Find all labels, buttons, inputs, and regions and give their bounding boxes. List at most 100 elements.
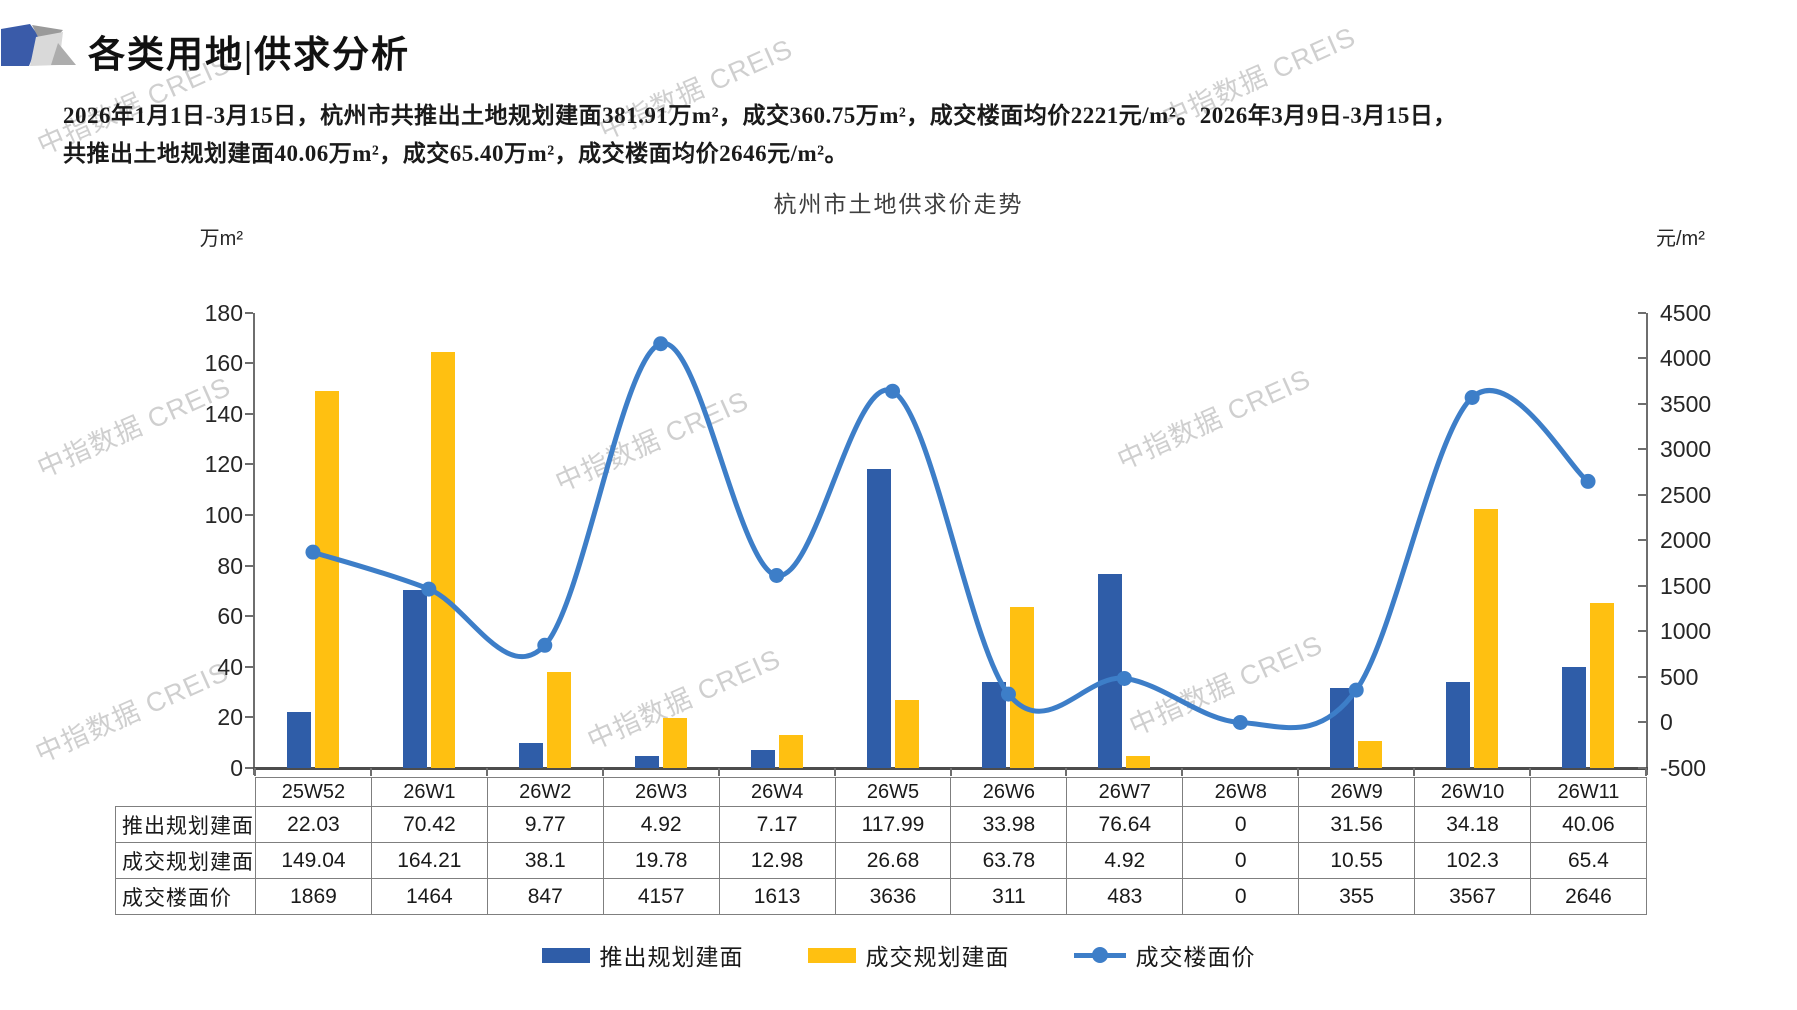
x-axis-tick (717, 768, 720, 776)
supply-bar-26W2 (518, 743, 543, 768)
chart-legend: 推出规划建面 成交规划建面 成交楼面价 (0, 938, 1797, 972)
x-axis-tick (1181, 768, 1184, 776)
value-cell: 0 (1182, 806, 1300, 843)
value-cell: 7.17 (718, 806, 836, 843)
y-axis-left-tick-label: 100 (204, 501, 243, 528)
y-axis-right-unit: 元/m² (1656, 228, 1705, 250)
summary-line-1: 2026年1月1日-3月15日，杭州市共推出土地规划建面381.91万m²，成交… (63, 103, 1457, 128)
y-axis-right-tick-label: 4000 (1660, 345, 1712, 372)
x-axis-tick (254, 768, 256, 776)
y-axis-left-tick (245, 665, 253, 668)
y-axis-left-tick-label: 0 (230, 755, 243, 781)
week-header-26W1: 26W1 (370, 777, 488, 807)
week-header-25W52: 25W52 (255, 777, 372, 807)
value-cell: 1869 (255, 878, 372, 915)
value-cell: 164.21 (370, 842, 488, 879)
price-line-marker-26W3 (653, 336, 669, 352)
y-axis-left-tick-label: 60 (217, 603, 243, 630)
value-cell: 22.03 (255, 806, 372, 843)
row-label: 成交楼面价 (115, 878, 256, 915)
week-header-26W6: 26W6 (950, 777, 1068, 807)
value-cell: 4.92 (602, 806, 720, 843)
x-axis-tick (1413, 768, 1416, 776)
summary-paragraph: 2026年1月1日-3月15日，杭州市共推出土地规划建面381.91万m²，成交… (63, 97, 1753, 173)
price-line-marker-26W10 (1464, 389, 1480, 405)
legend-label: 成交规划建面 (865, 945, 1010, 970)
blue-bar-swatch-icon (541, 947, 590, 963)
chart-title: 杭州市土地供求价走势 (773, 192, 1024, 217)
value-cell: 3636 (834, 878, 952, 915)
y-axis-left-tick-label: 160 (204, 350, 243, 377)
y-axis-left-tick-label: 20 (217, 704, 243, 731)
value-cell: 1464 (370, 878, 488, 915)
y-axis-left (253, 312, 255, 775)
legend-item-price-line: 成交楼面价 (1073, 938, 1256, 972)
price-line-marker-26W5 (885, 383, 901, 399)
table-row: 成交规划建面 149.04 164.21 38.1 19.78 12.98 26.68 63.… (115, 842, 1647, 879)
value-cell: 311 (950, 878, 1068, 915)
week-header-26W7: 26W7 (1066, 777, 1184, 807)
y-axis-left-tick (245, 311, 253, 314)
y-axis-right-tick (1638, 539, 1646, 542)
y-axis-right-tick (1638, 767, 1646, 769)
table-corner-cell (116, 778, 256, 807)
x-axis-tick (485, 768, 488, 776)
y-axis-left-tick (245, 767, 253, 769)
y-axis-left-tick-label: 80 (217, 552, 243, 579)
value-cell: 0 (1182, 842, 1300, 879)
supply-bar-26W3 (634, 755, 659, 768)
price-line-marker-26W9 (1348, 682, 1364, 698)
value-cell: 4157 (602, 878, 720, 915)
value-cell: 4.92 (1066, 842, 1184, 879)
supply-bar-26W1 (402, 589, 427, 768)
price-line-marker-26W2 (537, 637, 553, 653)
supply-bar-25W52 (286, 712, 311, 768)
row-label: 成交规划建面 (115, 842, 256, 879)
price-line-path (310, 341, 1591, 731)
chart-data-table: 25W52 26W1 26W2 26W3 26W4 26W5 26W6 26W7 26W8 26W… (115, 777, 1647, 915)
table-row: 推出规划建面 22.03 70.42 9.77 4.92 7.17 117.99 33.98 7… (115, 806, 1647, 843)
x-axis-tick (949, 768, 952, 776)
value-cell: 117.99 (834, 806, 952, 843)
y-axis-left-tick (245, 615, 253, 618)
y-axis-left-tick (245, 513, 253, 516)
value-cell: 31.56 (1298, 806, 1416, 843)
page-title: 各类用地|供求分析 (88, 35, 411, 76)
y-axis-right-tick-label: -500 (1660, 755, 1707, 781)
value-cell: 355 (1298, 878, 1416, 915)
sold-bar-25W52 (314, 390, 339, 768)
value-cell: 34.18 (1414, 806, 1531, 843)
y-axis-left-tick (245, 362, 253, 365)
sold-bar-26W7 (1126, 755, 1151, 768)
y-axis-right (1646, 312, 1648, 775)
value-cell: 76.64 (1066, 806, 1184, 843)
week-header-26W11: 26W11 (1529, 777, 1647, 807)
price-line-marker-26W8 (1232, 714, 1248, 730)
value-cell: 70.42 (370, 806, 488, 843)
y-axis-right-tick-label: 1500 (1660, 572, 1712, 599)
x-axis-tick (1645, 768, 1647, 776)
price-line-marker-25W52 (305, 544, 321, 560)
value-cell: 483 (1066, 878, 1184, 915)
x-axis-tick (1529, 768, 1532, 776)
y-axis-right-tick-label: 500 (1660, 663, 1699, 690)
sold-bar-26W1 (430, 352, 455, 768)
week-header-26W4: 26W4 (718, 777, 836, 807)
y-axis-left-tick-label: 40 (217, 653, 243, 680)
y-axis-left-tick-label: 180 (204, 299, 243, 326)
y-axis-right-tick (1638, 721, 1646, 724)
value-cell: 1613 (718, 878, 836, 915)
y-axis-right-tick (1638, 584, 1646, 587)
y-axis-left-tick-label: 140 (204, 400, 243, 427)
y-axis-right-tick (1638, 311, 1646, 314)
value-cell: 33.98 (950, 806, 1068, 843)
value-cell: 40.06 (1529, 806, 1647, 843)
sold-bar-26W11 (1590, 602, 1615, 768)
value-cell: 63.78 (950, 842, 1068, 879)
week-header-26W2: 26W2 (486, 777, 604, 807)
yellow-bar-swatch-icon (807, 947, 856, 963)
row-label: 推出规划建面 (115, 806, 256, 843)
y-axis-right-tick (1638, 357, 1646, 360)
table-row: 成交楼面价 1869 1464 847 4157 1613 3636 311 483 0 355 35… (115, 878, 1647, 915)
